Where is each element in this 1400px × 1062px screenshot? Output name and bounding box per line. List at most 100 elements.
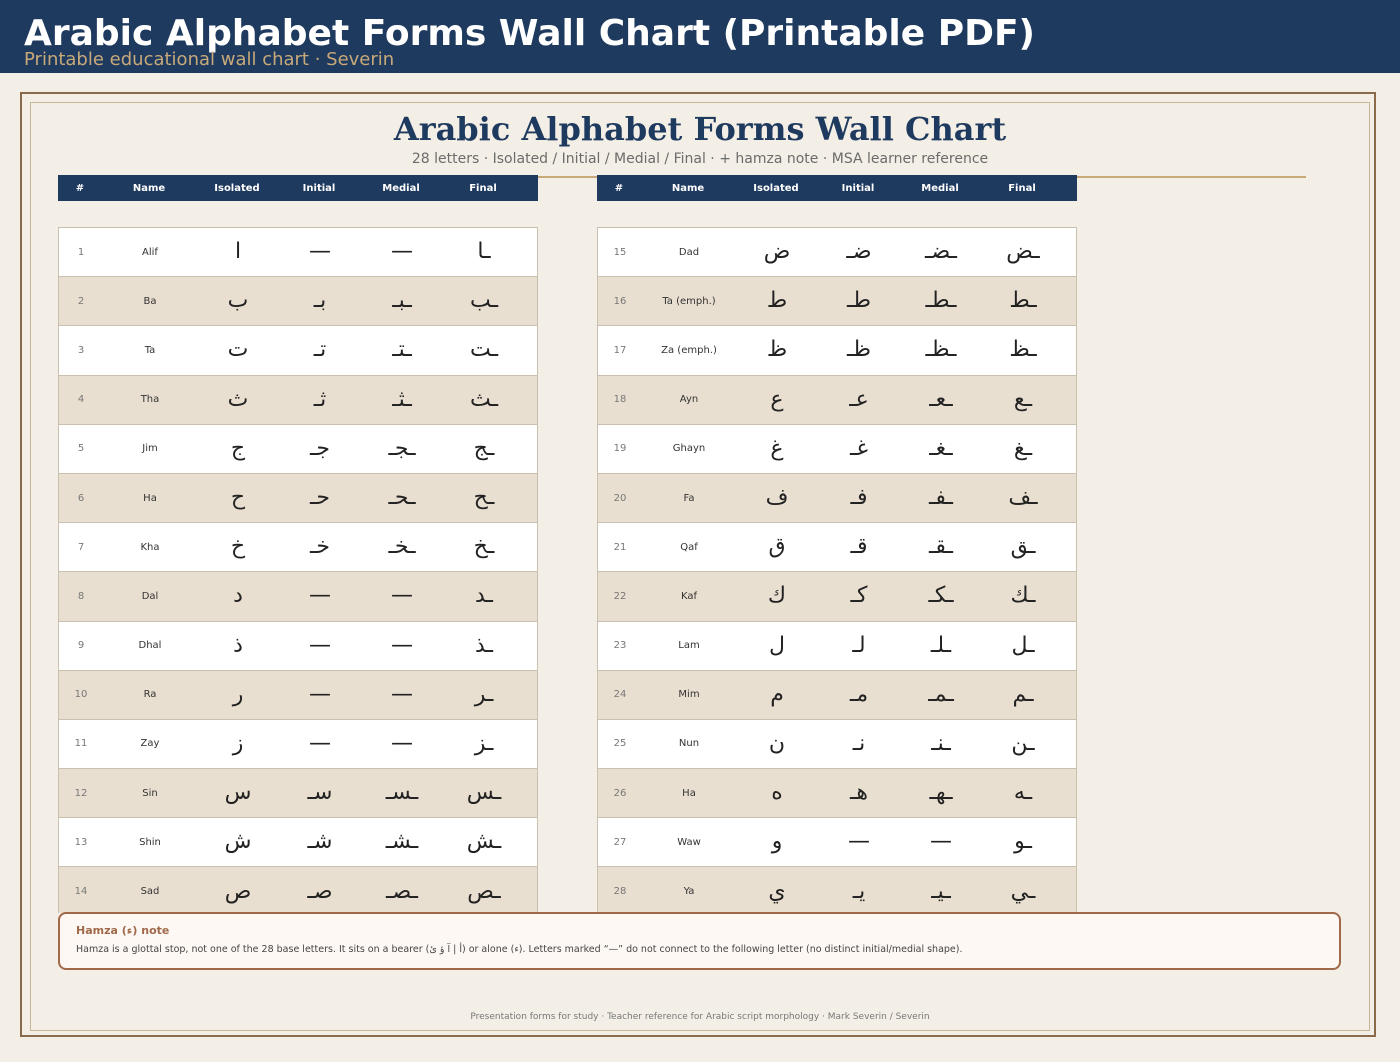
letter-name: Lam bbox=[678, 640, 700, 652]
medial-form: ـطـ bbox=[925, 288, 957, 314]
col-header-isolated: Isolated bbox=[214, 182, 260, 194]
initial-form: ظـ bbox=[847, 337, 871, 363]
letter-name: Mim bbox=[678, 689, 700, 701]
isolated-form: ر bbox=[232, 681, 244, 707]
letter-name: Kaf bbox=[680, 590, 698, 602]
initial-form: شـ bbox=[307, 829, 333, 855]
medial-form: ـخـ bbox=[388, 534, 416, 560]
medial-form: ـعـ bbox=[929, 386, 953, 412]
col-header-number: # bbox=[614, 182, 624, 194]
table-row: 16 Ta (emph.) ط طـ ـطـ ـط bbox=[598, 276, 1076, 326]
medial-form: ـسـ bbox=[385, 780, 419, 806]
letter-number: 17 bbox=[613, 344, 627, 356]
medial-form: ـجـ bbox=[388, 435, 416, 461]
final-form: ـف bbox=[1008, 485, 1038, 511]
final-form: ـم bbox=[1012, 681, 1034, 707]
medial-form: ـتـ bbox=[392, 337, 412, 363]
letter-number: 23 bbox=[613, 640, 627, 652]
final-form: ـص bbox=[467, 878, 501, 904]
final-form: ـط bbox=[1009, 288, 1037, 314]
banner-title: Arabic Alphabet Forms Wall Chart (Printa… bbox=[24, 13, 1036, 54]
letter-number: 28 bbox=[613, 886, 627, 898]
isolated-form: ظ bbox=[766, 337, 788, 363]
initial-form: سـ bbox=[307, 780, 333, 806]
isolated-form: ح bbox=[230, 485, 246, 511]
letter-name: Ha bbox=[143, 492, 157, 504]
letter-name: Ayn bbox=[679, 394, 699, 406]
medial-form: — bbox=[391, 239, 413, 265]
initial-form: غـ bbox=[850, 435, 868, 461]
isolated-form: ل bbox=[769, 632, 785, 658]
initial-form: نـ bbox=[852, 730, 866, 756]
isolated-form: م bbox=[770, 681, 784, 707]
table-row: 25 Nun ن نـ ـنـ ـن bbox=[598, 718, 1076, 768]
letter-number: 6 bbox=[77, 492, 85, 504]
final-form: ـج bbox=[473, 435, 495, 461]
final-form: ـخ bbox=[473, 534, 495, 560]
banner-subtitle: Printable educational wall chart · Sever… bbox=[24, 49, 395, 70]
isolated-form: ع bbox=[770, 386, 784, 412]
letter-name: Kha bbox=[140, 541, 160, 553]
letter-name: Ba bbox=[143, 295, 157, 307]
letter-number: 5 bbox=[77, 443, 85, 455]
isolated-form: ث bbox=[227, 386, 249, 412]
col-header-name: Name bbox=[132, 182, 166, 194]
isolated-form: غ bbox=[770, 435, 784, 461]
medial-form: ـضـ bbox=[925, 239, 957, 265]
table-row: 21 Qaf ق قـ ـقـ ـق bbox=[598, 522, 1076, 571]
medial-form: ـيـ bbox=[931, 878, 951, 904]
letter-name: Ghayn bbox=[672, 443, 706, 455]
col-header-initial: Initial bbox=[302, 182, 336, 194]
letter-name: Alif bbox=[142, 246, 158, 258]
table-row: 11 Zay ز — — ـز bbox=[59, 718, 537, 768]
footer-credit: Presentation forms for study · Teacher r… bbox=[470, 1012, 930, 1022]
table-header: # Name Isolated Initial Medial Final bbox=[597, 175, 1077, 201]
final-form: ـغ bbox=[1013, 435, 1033, 461]
table-row: 2 Ba ب بـ ـبـ ـب bbox=[59, 276, 537, 326]
inner-frame bbox=[30, 102, 1370, 1031]
letter-name: Jim bbox=[142, 443, 158, 455]
isolated-form: ز bbox=[232, 730, 244, 756]
initial-form: — bbox=[309, 583, 331, 609]
col-header-number: # bbox=[75, 182, 85, 194]
letter-number: 12 bbox=[74, 787, 88, 799]
final-form: ـل bbox=[1011, 632, 1035, 658]
initial-form: — bbox=[309, 681, 331, 707]
final-form: ـق bbox=[1010, 534, 1036, 560]
initial-form: بـ bbox=[313, 288, 327, 314]
col-header-medial: Medial bbox=[921, 182, 959, 194]
isolated-form: ف bbox=[765, 485, 789, 511]
isolated-form: ن bbox=[768, 730, 786, 756]
letter-name: Nun bbox=[678, 738, 700, 750]
medial-form: ـثـ bbox=[392, 386, 412, 412]
col-header-name: Name bbox=[671, 182, 705, 194]
final-form: ـت bbox=[469, 337, 499, 363]
medial-form: ـنـ bbox=[931, 730, 951, 756]
final-form: ـو bbox=[1014, 829, 1032, 855]
hamza-note: Hamza (ء) note Hamza is a glottal stop, … bbox=[58, 912, 1341, 970]
initial-form: تـ bbox=[313, 337, 327, 363]
top-banner: Arabic Alphabet Forms Wall Chart (Printa… bbox=[0, 0, 1400, 73]
letter-name: Ra bbox=[143, 689, 157, 701]
hamza-note-title: Hamza (ء) note bbox=[76, 924, 170, 937]
letter-number: 1 bbox=[77, 246, 85, 258]
letter-name: Ha bbox=[682, 787, 696, 799]
outer-frame bbox=[20, 92, 1376, 1037]
initial-form: فـ bbox=[850, 485, 868, 511]
table-row: 27 Waw و — — ـو bbox=[598, 817, 1076, 866]
final-form: ـذ bbox=[475, 632, 493, 658]
letter-name: Shin bbox=[139, 836, 161, 848]
table-header: # Name Isolated Initial Medial Final bbox=[58, 175, 538, 201]
table-row: 12 Sin س سـ ـسـ ـس bbox=[59, 768, 537, 818]
initial-form: صـ bbox=[307, 878, 333, 904]
col-header-final: Final bbox=[469, 182, 497, 194]
letter-name: Tha bbox=[140, 394, 160, 406]
table-row: 14 Sad ص صـ ـصـ ـص bbox=[59, 866, 537, 913]
chart-subtitle: 28 letters · Isolated / Initial / Medial… bbox=[411, 151, 989, 167]
table-row: 7 Kha خ خـ ـخـ ـخ bbox=[59, 522, 537, 571]
medial-form: ـبـ bbox=[392, 288, 412, 314]
final-form: ـش bbox=[466, 829, 502, 855]
letter-number: 19 bbox=[613, 443, 627, 455]
table-row: 9 Dhal ذ — — ـذ bbox=[59, 620, 537, 670]
isolated-form: ك bbox=[767, 583, 787, 609]
